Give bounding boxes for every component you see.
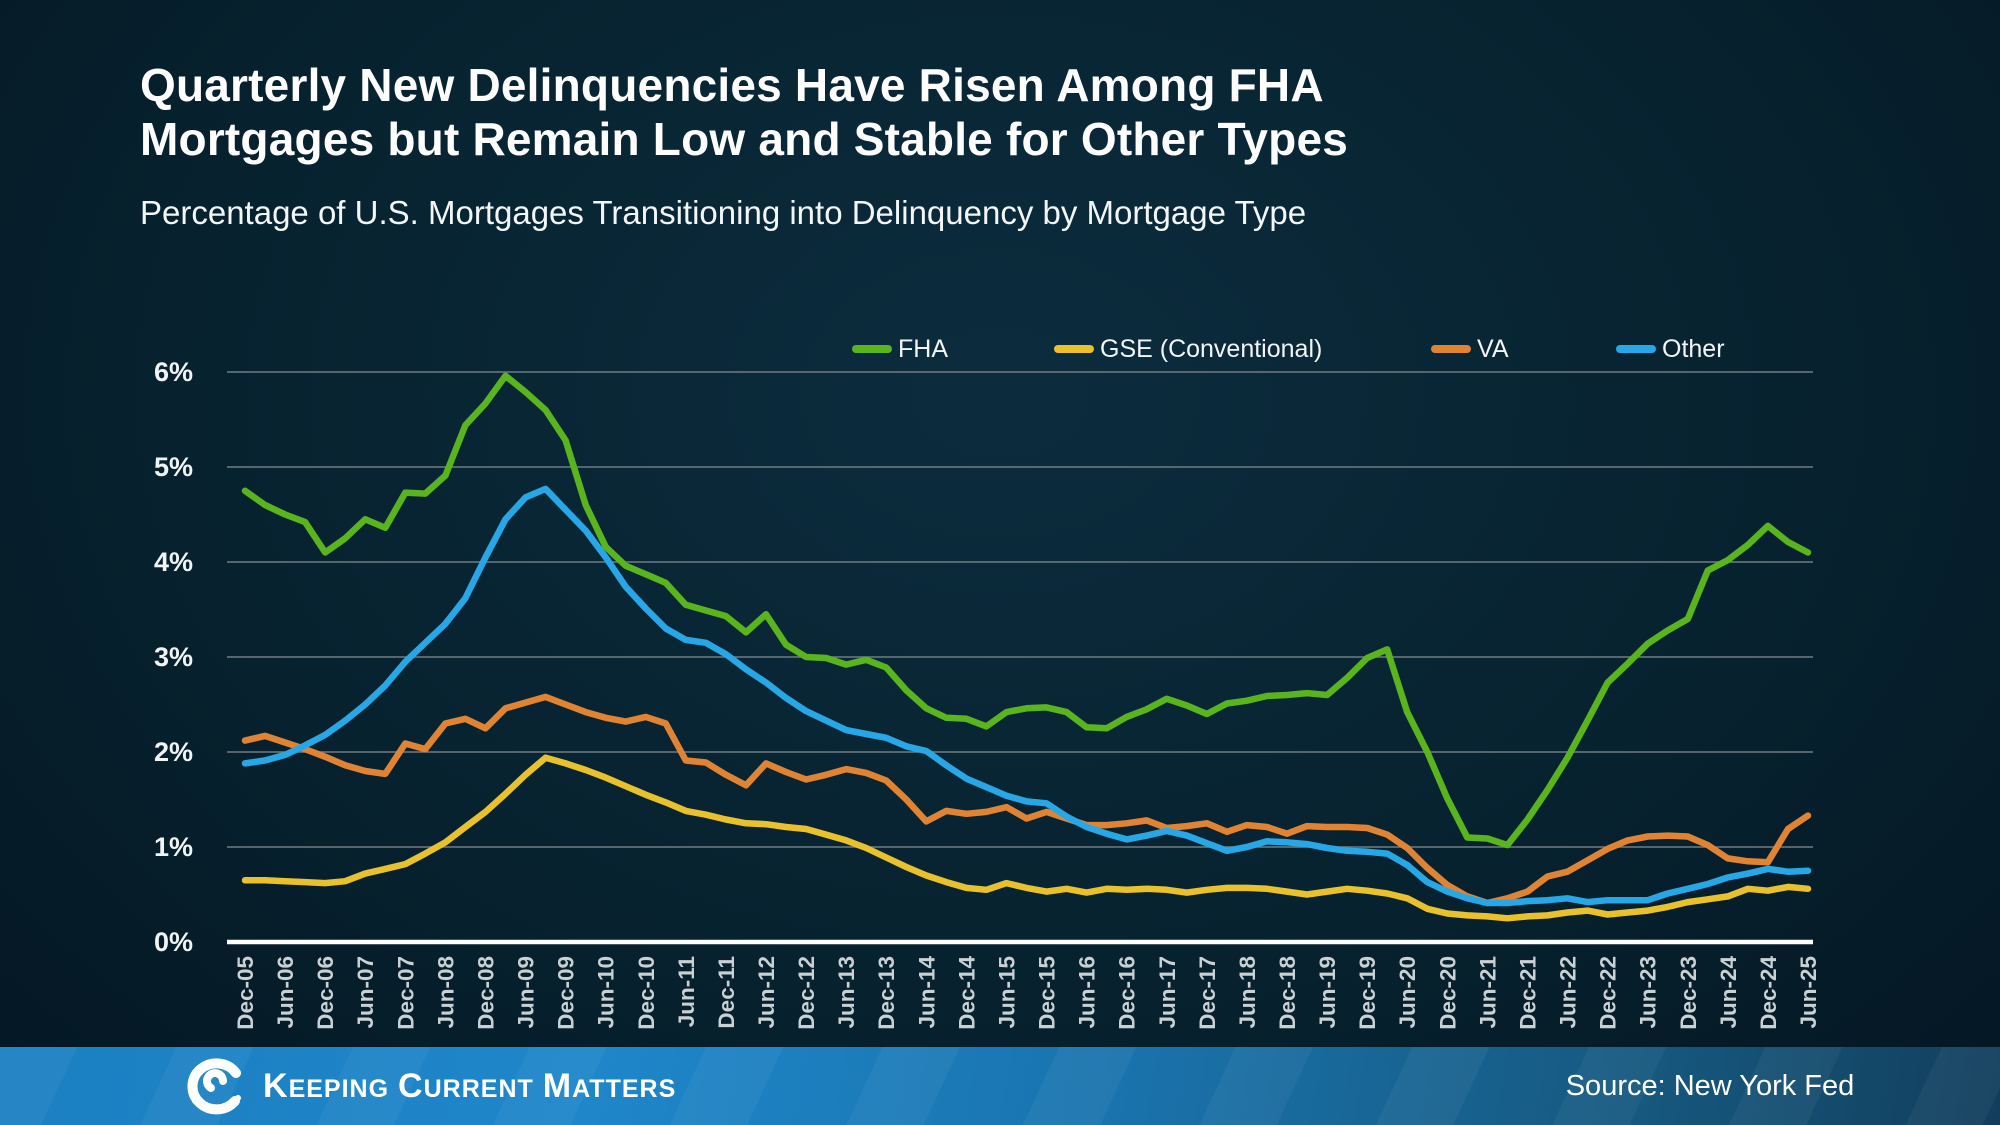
x-tick-label: Jun-17: [1155, 956, 1180, 1029]
x-tick-label: Dec-11: [714, 956, 739, 1029]
legend-item-gse: GSE (Conventional): [1054, 334, 1322, 364]
x-tick-label: Dec-24: [1756, 956, 1781, 1030]
x-tick-label: Dec-15: [1035, 956, 1060, 1030]
title-line-1: Quarterly New Delinquencies Have Risen A…: [140, 59, 1324, 111]
x-tick-label: Dec-09: [554, 956, 579, 1030]
chart-subtitle: Percentage of U.S. Mortgages Transitioni…: [140, 194, 1307, 231]
va-line-swatch-icon: [1431, 345, 1471, 353]
x-tick-label: Dec-17: [1195, 956, 1220, 1030]
x-tick-label: Dec-13: [874, 956, 899, 1030]
x-tick-label: Jun-07: [353, 956, 378, 1029]
x-tick-label: Jun-20: [1395, 956, 1420, 1029]
y-tick-label: 4%: [154, 547, 193, 577]
x-tick-label: Jun-09: [514, 956, 539, 1029]
y-tick-label: 5%: [154, 452, 193, 482]
x-tick-label: Jun-12: [754, 956, 779, 1029]
gse-line-swatch-icon: [1054, 345, 1094, 353]
x-tick-label: Dec-16: [1115, 956, 1140, 1030]
x-tick-label: Jun-23: [1636, 956, 1661, 1029]
x-tick-label: Jun-21: [1475, 956, 1500, 1029]
gridlines: [227, 371, 1813, 945]
source-attribution: Source: New York Fed: [1565, 1069, 1855, 1102]
x-tick-label: Dec-06: [313, 956, 338, 1030]
x-tick-label: Dec-19: [1355, 956, 1380, 1030]
x-tick-label: Jun-08: [433, 956, 458, 1029]
y-tick-label: 1%: [154, 832, 193, 862]
brand-name: KEEPING CURRENT MATTERS: [263, 1066, 677, 1105]
x-tick-label: Jun-16: [1075, 956, 1100, 1029]
x-tick-label: Jun-06: [273, 956, 298, 1029]
legend-label-fha: FHA: [898, 334, 948, 363]
line-fha: [241, 372, 1812, 849]
x-tick-label: Jun-13: [834, 956, 859, 1029]
title-line-2: Mortgages but Remain Low and Stable for …: [140, 113, 1349, 166]
chart-legend: FHA GSE (Conventional) VA Other: [0, 334, 2000, 368]
y-axis-labels: 6% 5% 4% 3% 2% 1% 0%: [154, 357, 193, 957]
x-tick-label: Dec-22: [1596, 956, 1621, 1030]
y-tick-label: 3%: [154, 642, 193, 672]
x-tick-label: Dec-07: [393, 956, 418, 1030]
x-tick-label: Dec-14: [954, 956, 979, 1030]
x-tick-label: Jun-15: [994, 956, 1019, 1029]
y-tick-label: 6%: [154, 357, 193, 387]
page-title: Quarterly New Delinquencies Have Risen A…: [140, 58, 1500, 167]
x-tick-label: Jun-10: [594, 956, 619, 1029]
x-tick-label: Jun-18: [1235, 956, 1260, 1029]
x-tick-label: Jun-14: [914, 956, 939, 1029]
legend-item-other: Other: [1616, 334, 1725, 364]
x-tick-label: Jun-24: [1716, 956, 1741, 1029]
footer-bar: KEEPING CURRENT MATTERS Source: New York F…: [0, 1047, 2000, 1125]
other-line-swatch-icon: [1616, 345, 1656, 353]
x-tick-label: Jun-19: [1315, 956, 1340, 1029]
legend-item-va: VA: [1431, 334, 1509, 364]
x-tick-label: Dec-05: [233, 956, 258, 1030]
y-tick-label: 0%: [154, 927, 193, 957]
brand: KEEPING CURRENT MATTERS: [183, 1047, 685, 1125]
legend-item-fha: FHA: [852, 334, 948, 364]
x-tick-label: Jun-22: [1556, 956, 1581, 1029]
x-axis-labels: Dec-05 Jun-06 Dec-06 Jun-07 Dec-07 Jun-08 Dec-…: [233, 956, 1821, 1030]
x-tick-label: Dec-21: [1515, 956, 1540, 1030]
line-gse-conventional: [241, 754, 1812, 922]
x-tick-label: Dec-08: [473, 956, 498, 1030]
legend-label-gse: GSE (Conventional): [1100, 334, 1323, 363]
x-tick-label: Dec-10: [634, 956, 659, 1030]
kcm-spiral-logo-icon: [187, 1058, 241, 1115]
line-other: [241, 485, 1812, 907]
x-tick-label: Jun-11: [674, 956, 699, 1027]
x-tick-label: Dec-20: [1435, 956, 1460, 1030]
y-tick-label: 2%: [154, 737, 193, 767]
x-tick-label: Dec-18: [1275, 956, 1300, 1030]
x-tick-label: Jun-25: [1796, 956, 1821, 1029]
x-tick-label: Dec-23: [1676, 956, 1701, 1030]
fha-line-swatch-icon: [852, 345, 892, 353]
legend-label-va: VA: [1477, 334, 1509, 363]
legend-label-other: Other: [1662, 334, 1725, 363]
line-va: [241, 693, 1812, 907]
x-tick-label: Dec-12: [794, 956, 819, 1030]
